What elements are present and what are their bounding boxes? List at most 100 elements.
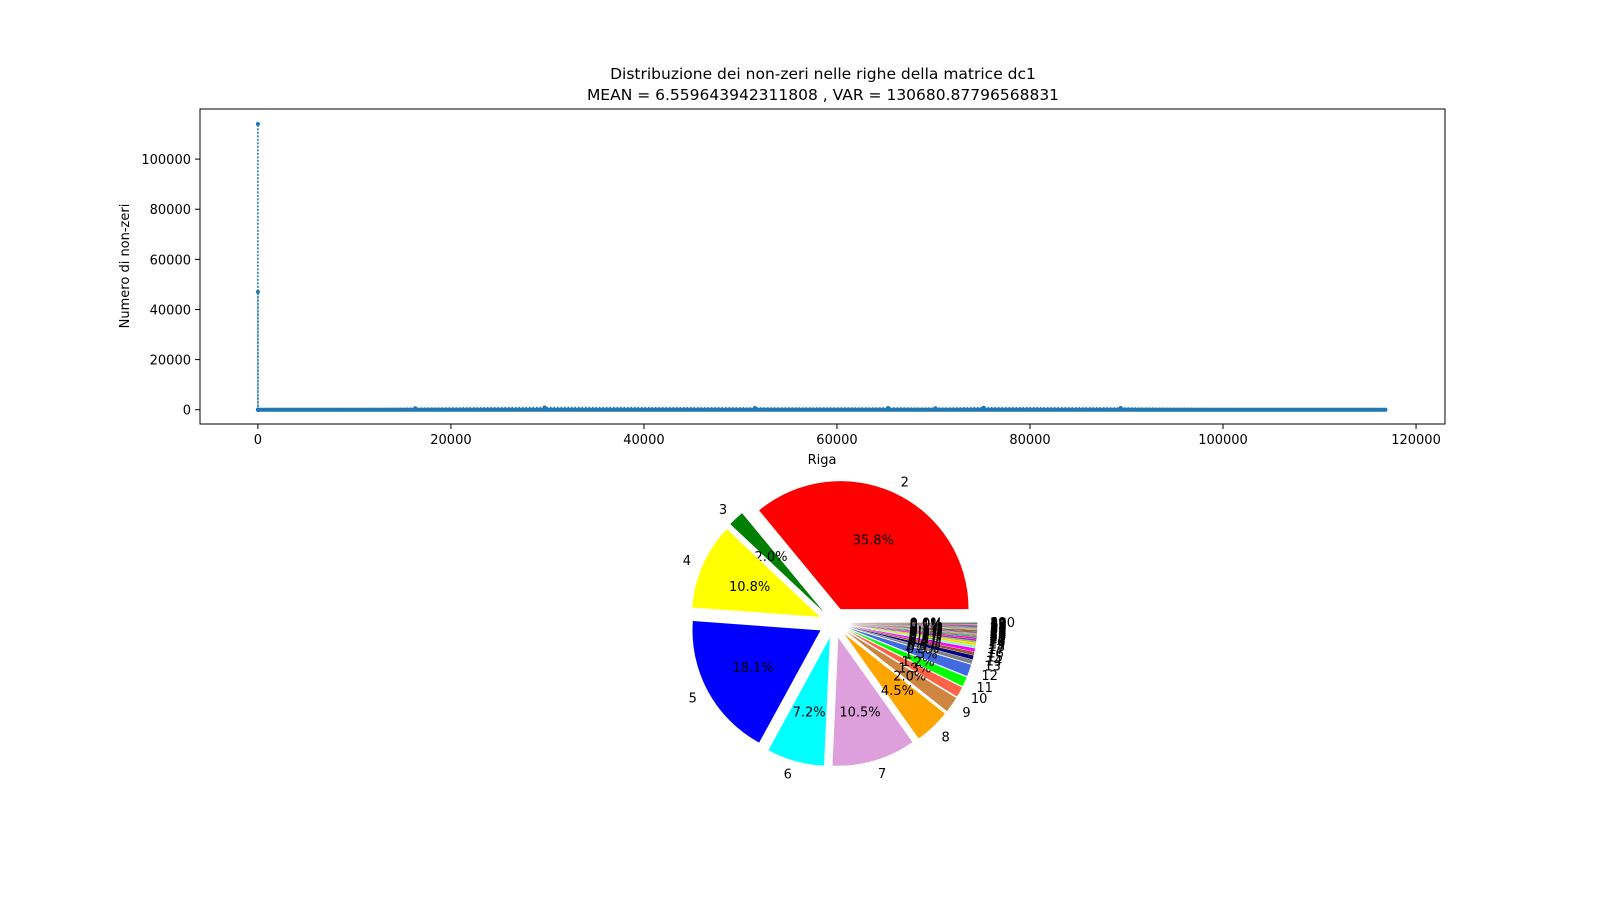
pie-category-label: 30 [990,623,1007,638]
pie-percent-label: 35.8% [853,534,894,549]
data-point [255,122,260,127]
x-tick-label: 80000 [1009,433,1050,448]
pie-category-label: 9 [962,706,970,721]
data-point [1383,407,1388,412]
pie-slice-27 [849,623,978,632]
pie-slice-17 [849,625,976,649]
pie-slice-28 [849,623,978,632]
pie-slice-35 [849,623,978,625]
pie-slice-32 [849,623,978,628]
pie-category-label: 39 [990,616,1007,631]
pie-slice-3 [730,513,824,612]
pie-percent-label: 0.0% [910,617,943,632]
pie-percent-label: 2.0% [754,550,787,565]
pie-slice-10 [847,630,963,697]
pie-slice-18 [849,625,976,646]
x-tick-label: 40000 [623,433,664,448]
pie-percent-label: 7.2% [793,706,826,721]
y-tick-label: 60000 [150,253,191,268]
pie-category-label: 34 [990,619,1007,634]
pie-slice-31 [849,623,978,629]
pie-category-label: 3 [719,503,727,518]
pie-slice-6 [768,637,830,766]
x-tick-label: 0 [254,433,262,448]
data-point [886,405,891,410]
pie-category-label: 23 [990,630,1007,645]
pie-slice-190 [849,621,978,623]
pie-category-label: 31 [990,622,1007,637]
pie-category-label: 2 [901,476,909,491]
pie-category-label: 10 [971,692,988,707]
data-point [752,405,757,410]
pie-slice-25 [849,624,978,634]
data-point [413,406,418,411]
pie-percent-label: 0.0% [910,617,943,632]
data-point [255,289,260,294]
pie-category-label: 29 [990,624,1007,639]
x-tick-label: 60000 [816,433,857,448]
pie-slice-33 [849,623,978,627]
y-axis-ticks: 0 20000 40000 60000 80000 100000 [141,153,200,419]
pie-category-label: 20 [989,636,1006,651]
data-point [1118,405,1123,410]
y-tick-label: 0 [183,404,191,419]
pie-percent-label: 0.0% [910,617,943,632]
pie-percent-label: 0.0% [910,617,943,632]
pie-slice-8 [844,634,945,739]
chart-subtitle: MEAN = 6.559643942311808 , VAR = 130680.… [587,86,1059,104]
pie-category-label: 7 [878,767,886,782]
pie-category-label: 21 [989,634,1006,649]
data-point [255,407,260,412]
y-tick-label: 80000 [150,203,191,218]
pie-category-label: 11 [976,681,993,696]
chart-title: Distribuzione dei non-zeri nelle righe d… [610,65,1036,83]
pie-slice-2 [759,481,969,610]
pie-category-label: 26 [990,627,1007,642]
pie-percent-label: 4.5% [881,684,914,699]
pie-slice-12 [848,628,972,677]
pie-slice-14 [848,626,974,660]
pie-category-label: 36 [990,617,1007,632]
pie-category-label: 4 [683,554,691,569]
pie-category-label: 33 [990,620,1007,635]
pie-slice-29 [849,623,978,631]
y-axis-label: Numero di non-zeri [118,204,133,329]
x-tick-label: 120000 [1391,433,1441,448]
pie-percent-label: 10.5% [839,705,880,720]
pie-slice-24 [849,624,977,635]
pie-category-label: 28 [990,625,1007,640]
line-series [255,122,1388,412]
pie-slice-39 [849,622,978,623]
pie-slice-20 [849,624,977,641]
pie-percent-label: 10.8% [729,580,770,595]
pie-category-label: 37 [990,617,1007,632]
pie-percent-label: 2.0% [893,670,926,685]
pie-slice-11 [848,629,967,687]
pie-category-label: 19 [989,638,1006,653]
pie-slice-13 [848,627,973,664]
pie-slice-9 [846,631,957,712]
pie-slice-4 [692,529,820,617]
x-axis-label: Riga [808,453,837,468]
pie-slice-23 [849,624,977,636]
pie-percent-label: 0.0% [910,616,943,631]
pie-percent-label: 0.1% [910,618,943,633]
data-point [981,405,986,410]
pie-category-label: 27 [990,626,1007,641]
y-tick-label: 100000 [141,153,191,168]
pie-slice-5 [692,621,821,743]
pie-category-label: 24 [990,629,1007,644]
data-point [542,405,547,410]
pie-category-label: 6 [784,767,792,782]
pie-category-label: 38 [990,617,1007,632]
pie-slice-19 [849,625,977,643]
pie-category-label: 16 [987,646,1004,661]
pie-slice-15 [849,626,975,656]
x-axis-ticks: 0 20000 40000 60000 80000 100000 120000 [254,424,1441,448]
pie-slice-21 [849,624,977,640]
line-chart: Distribuzione dei non-zeri nelle righe d… [118,65,1446,468]
plot-frame [199,108,1446,425]
pie-slice-34 [849,623,978,626]
pie-category-label: 17 [988,643,1005,658]
